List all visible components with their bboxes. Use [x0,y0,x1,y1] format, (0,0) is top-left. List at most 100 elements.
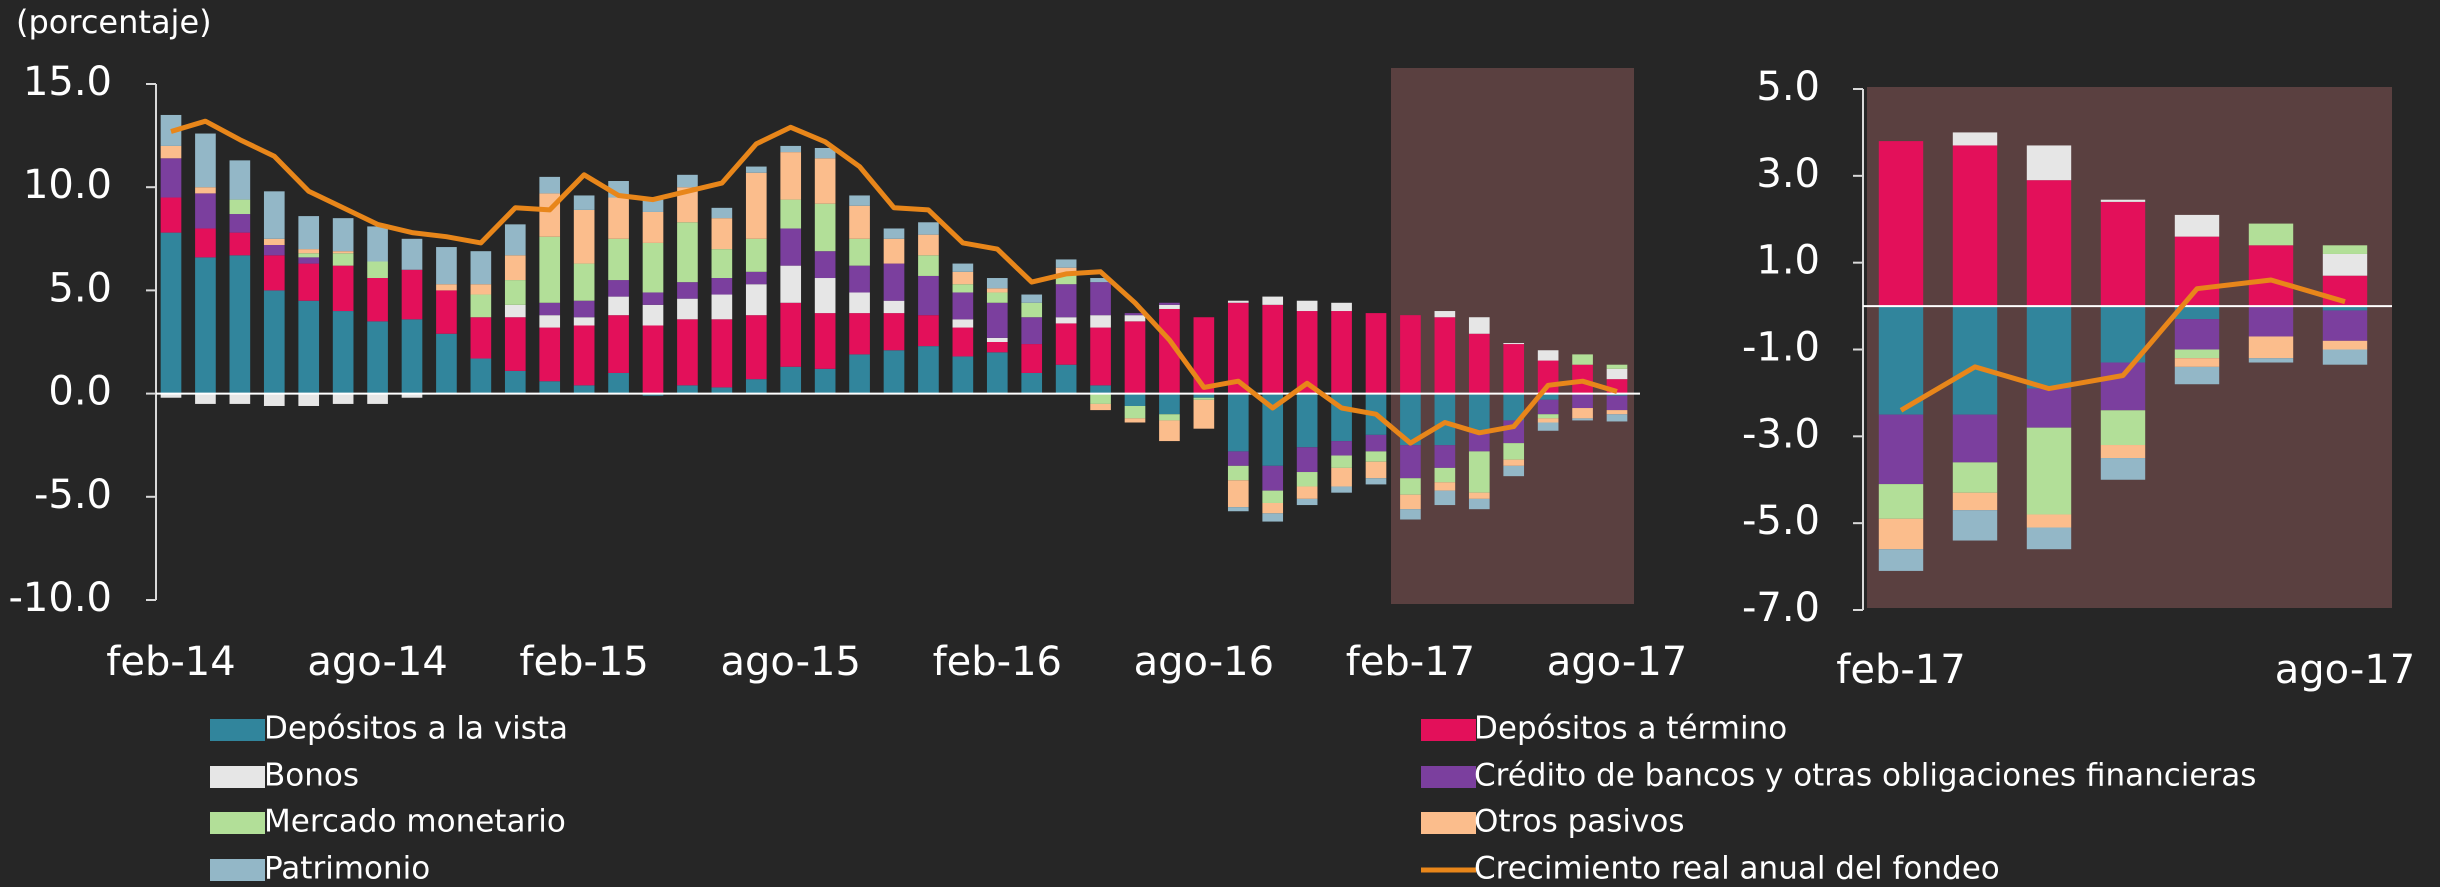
bar-segment [332,218,354,252]
bar-segment [849,354,870,394]
bar-segment [711,278,733,295]
legend-swatch [210,719,265,741]
bar-segment [918,234,939,256]
x-tick-label: ago-14 [307,639,447,685]
bar-segment [263,255,285,291]
bar-segment [1878,549,1924,571]
bar-segment [229,393,251,404]
bar-segment [1400,478,1421,495]
bar-segment [642,393,664,396]
bar-segment [780,152,802,200]
bar-segment [1606,393,1628,396]
bar-segment [1468,393,1490,433]
bar-segment [367,261,388,279]
y-tick-label: 5.0 [1756,64,1820,110]
bar-segment [1262,490,1284,503]
bar-segment [573,317,595,326]
bar-segment [1572,418,1593,421]
bar-segment [298,253,320,258]
bar-segment [1124,315,1146,322]
x-tick-label: ago-16 [1134,639,1274,685]
bar-segment [1159,393,1180,415]
bar-segment [2322,310,2368,341]
bar-segment [1090,315,1111,328]
bar-segment [952,284,974,293]
bar-segment [1021,294,1043,303]
bar-segment [1952,145,1998,307]
bar-segment [298,300,320,394]
bar-segment [1878,141,1924,307]
bar-segment [677,319,698,386]
bar-segment [1090,385,1111,394]
bar-segment [608,372,629,394]
bar-segment [1296,393,1318,448]
legend-label: Otros pasivos [1474,804,1685,840]
bar-segment [883,313,905,351]
bar-segment [229,232,251,256]
growth-line [1899,277,2346,413]
y-tick-label: 15.0 [23,59,112,105]
bar-segment [1296,498,1318,506]
bar-segment [263,244,285,256]
legend-swatch [210,766,265,788]
bar-segment [195,228,216,258]
bar-segment [436,333,457,394]
bar-segment [642,242,664,293]
bar-segment [1296,300,1318,312]
bar-segment [1468,432,1490,452]
bar-segment [504,224,526,256]
bar-segment [573,195,595,210]
bar-segment [986,352,1008,394]
bar-segment [814,313,836,369]
bar-segment [986,288,1008,293]
y-axis-label: (porcentaje) [16,3,212,41]
y-tick-label: -10.0 [9,575,113,621]
bar-segment [849,265,870,293]
bar-segment [745,284,767,316]
bar-segment [1503,343,1525,345]
bar-segment [952,271,974,285]
bar-segment [608,315,629,373]
bar-segment [849,292,870,314]
bar-segment [1537,422,1559,431]
bar-segment [1090,282,1111,316]
bar-segment [539,315,561,328]
legend-label: Depósitos a la vista [264,711,568,747]
x-tick-label: ago-17 [2275,647,2415,693]
bar-segment [470,294,492,318]
x-tick-label: ago-17 [1547,639,1687,685]
bar-segment [1365,451,1387,462]
bar-segment [952,263,974,272]
bar-segment [2026,427,2072,515]
bar-segment [1400,315,1421,394]
bar-segment [814,147,836,159]
bar-segment [1021,317,1043,345]
bar-segment [1159,304,1180,309]
y-tick-label: 3.0 [1756,151,1820,197]
legend-swatch [210,812,265,834]
bar-segment [263,191,285,239]
bar-segment [952,292,974,320]
bar-segment [849,195,870,206]
bar-segment [539,327,561,382]
bar-segment [160,158,182,198]
bar-segment [195,193,216,229]
bar-segment [195,393,216,404]
bar-segment [229,199,251,215]
bar-segment [780,199,802,229]
bar-segment [539,302,561,316]
bar-segment [1055,267,1077,274]
bar-segment [1952,462,1998,493]
bar-segment [1296,311,1318,394]
bar-segment [298,249,320,254]
bar-segment [1365,434,1387,452]
bar-segment [2248,245,2294,307]
bar-segment [195,133,216,188]
bar-segment [745,238,767,272]
bar-segment [1952,492,1998,511]
bar-segment [2174,319,2220,350]
bar-segment [160,393,182,398]
bar-segment [711,387,733,394]
bar-segment [470,284,492,295]
bar-segment [780,366,802,394]
